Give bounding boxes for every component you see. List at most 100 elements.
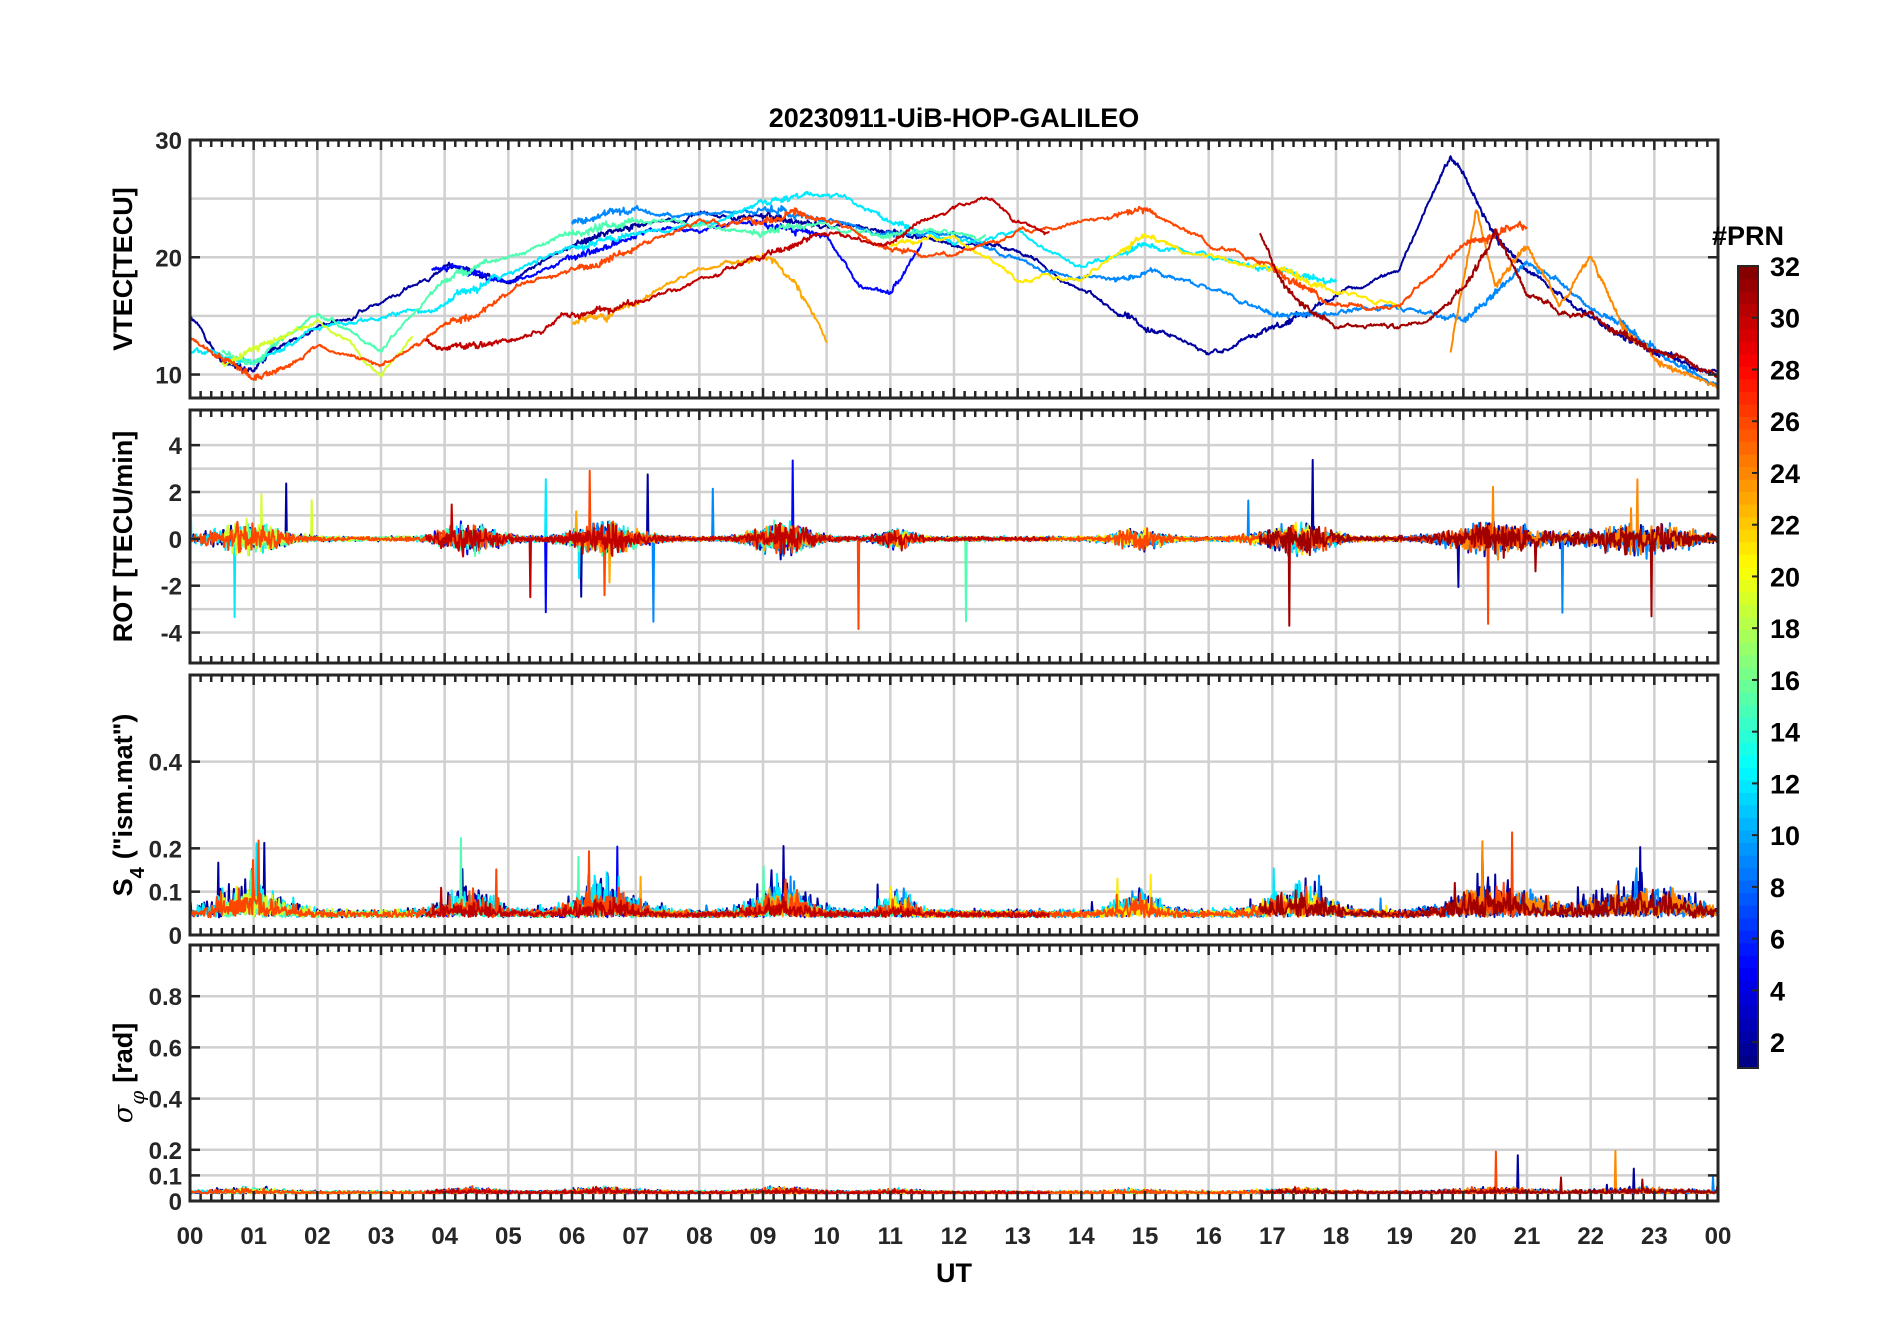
y-tick-label: -4 <box>161 621 183 648</box>
colorbar-tick-label: 10 <box>1770 821 1800 851</box>
colorbar-step <box>1738 817 1758 831</box>
x-tick-label: 05 <box>495 1223 522 1250</box>
y-tick-label: 30 <box>155 128 182 155</box>
colorbar-step <box>1738 266 1758 280</box>
series-prn-12 <box>190 190 1337 366</box>
x-tick-label: 17 <box>1259 1223 1286 1250</box>
y-label-main: S <box>108 878 138 896</box>
colorbar-step <box>1738 854 1758 869</box>
colorbar-step <box>1738 616 1758 631</box>
y-tick-label: -2 <box>161 574 182 601</box>
colorbar-tick-label: 12 <box>1770 769 1800 799</box>
panel-s4: 0 0.1 0.2 0.4 S4 ("ism.mat") <box>108 673 1720 950</box>
x-tick-label: 10 <box>813 1223 840 1250</box>
grid <box>190 945 1718 1201</box>
colorbar-step <box>1738 754 1758 768</box>
x-tick-label: 07 <box>622 1223 649 1250</box>
series-prn-24 <box>1449 209 1718 390</box>
y-tick-label: 0.6 <box>149 1035 182 1062</box>
colorbar-step <box>1738 767 1758 781</box>
colorbar-tick-label: 26 <box>1770 407 1800 437</box>
x-tick-label: 22 <box>1577 1223 1604 1250</box>
colorbar-step <box>1738 942 1758 956</box>
colorbar-step <box>1738 905 1758 919</box>
colorbar-step <box>1738 930 1758 944</box>
colorbar-step <box>1738 679 1758 693</box>
x-tick-label: 20 <box>1450 1223 1477 1250</box>
series-prn-30 <box>425 1185 1050 1195</box>
x-tick-label: 08 <box>686 1223 713 1250</box>
x-tick-label: 06 <box>559 1223 586 1250</box>
colorbar-tick-label: 30 <box>1770 304 1800 334</box>
y-axis-label: ROT [TECU/min] <box>108 431 138 642</box>
colorbar-step <box>1738 742 1758 756</box>
colorbar-step <box>1738 328 1758 342</box>
colorbar-step <box>1738 303 1758 317</box>
colorbar-step <box>1738 278 1758 292</box>
colorbar-step <box>1738 967 1758 981</box>
series-prn-26 <box>190 205 1528 381</box>
series-prn-30 <box>424 196 1050 352</box>
colorbar-step <box>1738 1005 1758 1019</box>
y-tick-label: 0 <box>169 1189 182 1216</box>
colorbar-tick-label: 18 <box>1770 614 1800 644</box>
colorbar-step <box>1738 980 1758 994</box>
colorbar-label: #PRN <box>1712 221 1784 251</box>
colorbar-step <box>1738 491 1758 505</box>
colorbar-tick-label: 8 <box>1770 873 1785 903</box>
y-label-sub: 4 <box>127 866 149 878</box>
y-tick-label: 0 <box>169 923 182 950</box>
x-ticks <box>199 675 1709 935</box>
series-group <box>190 155 1718 390</box>
y-tick-label: 10 <box>155 363 182 390</box>
y-label-main: σ <box>108 1103 139 1123</box>
colorbar-step <box>1738 579 1758 593</box>
y-axis-label: S4 ("ism.mat") <box>108 714 149 897</box>
y-tick-label: 0.1 <box>149 1163 182 1190</box>
grid <box>190 140 1718 398</box>
x-tick-labels: 00 01 02 03 04 05 06 07 08 09 10 11 12 13 14 15 16 17 18 19… <box>177 1223 1732 1250</box>
series-prn-30 <box>424 503 1051 599</box>
colorbar-step <box>1738 541 1758 555</box>
y-tick-label: 0.4 <box>149 750 183 777</box>
y-tick-label: 0.4 <box>149 1087 183 1114</box>
x-ticks <box>199 945 1709 1201</box>
x-tick-label: 16 <box>1195 1223 1222 1250</box>
y-axis-label: VTEC[TECU] <box>108 187 138 351</box>
y-tick-label: 4 <box>169 433 183 460</box>
colorbar-step <box>1738 729 1758 743</box>
x-tick-label: 00 <box>1705 1223 1732 1250</box>
colorbar-step <box>1738 591 1758 605</box>
colorbar-frame <box>1737 265 1759 1069</box>
series-prn-21 <box>889 233 1401 310</box>
x-tick-label: 04 <box>431 1223 458 1250</box>
x-tick-label: 03 <box>368 1223 395 1250</box>
y-tick-label: 0.2 <box>149 836 182 863</box>
colorbar-step <box>1738 416 1758 430</box>
x-tick-label: 14 <box>1068 1223 1095 1250</box>
colorbar-step <box>1738 366 1758 380</box>
panel-rot: -4 -2 0 2 4 ROT [TECU/min] <box>108 408 1720 665</box>
colorbar-step <box>1738 779 1758 793</box>
series-prn-31 <box>1258 881 1718 919</box>
series-prn-9 <box>571 204 1718 387</box>
colorbar-step <box>1738 829 1758 844</box>
colorbar-step <box>1738 654 1758 668</box>
colorbar-step <box>1738 604 1758 618</box>
colorbar-step <box>1738 992 1758 1006</box>
colorbar-tick-label: 16 <box>1770 666 1800 696</box>
x-tick-label: 21 <box>1514 1223 1541 1250</box>
colorbar-step <box>1738 428 1758 443</box>
colorbar-step <box>1738 529 1758 543</box>
colorbar-step <box>1738 842 1758 856</box>
colorbar-step <box>1738 792 1758 806</box>
y-axis-label: σφ [rad] <box>108 1023 149 1123</box>
colorbar-step <box>1738 717 1758 731</box>
colorbar-step <box>1738 641 1758 656</box>
colorbar-step <box>1738 692 1758 706</box>
colorbar-step <box>1738 917 1758 931</box>
series-group <box>190 831 1718 919</box>
x-axis-label: UT <box>936 1258 972 1288</box>
